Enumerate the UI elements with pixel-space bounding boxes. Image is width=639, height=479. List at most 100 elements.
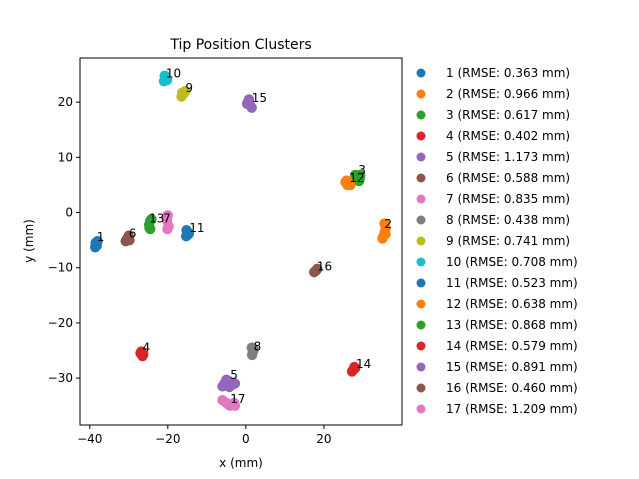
x-axis: −40 −20 0 20 xyxy=(77,425,332,446)
cluster-13 xyxy=(143,213,157,235)
cluster-8 xyxy=(246,342,259,361)
legend-item-11: 11 (RMSE: 0.523 mm) xyxy=(416,276,578,290)
legend-item-12: 12 (RMSE: 0.638 mm) xyxy=(416,297,578,311)
legend-label: 13 (RMSE: 0.868 mm) xyxy=(446,318,578,332)
x-tick-label: 20 xyxy=(316,432,331,446)
data-point xyxy=(349,361,360,373)
legend-marker xyxy=(416,257,426,267)
cluster-label-8: 8 xyxy=(254,339,262,353)
legend-label: 14 (RMSE: 0.579 mm) xyxy=(446,339,578,353)
cluster-3 xyxy=(349,169,366,187)
cluster-label-10: 10 xyxy=(166,66,181,80)
cluster-label-3: 3 xyxy=(358,163,366,177)
data-point xyxy=(91,239,102,250)
data-point xyxy=(144,222,155,234)
data-point xyxy=(162,223,173,235)
legend: 1 (RMSE: 0.363 mm) 2 (RMSE: 0.966 mm) 3 (R… xyxy=(416,66,578,416)
data-point xyxy=(355,169,366,181)
legend-label: 2 (RMSE: 0.966 mm) xyxy=(446,87,570,101)
legend-label: 6 (RMSE: 0.588 mm) xyxy=(446,171,570,185)
cluster-16 xyxy=(308,263,323,278)
data-point xyxy=(180,231,192,242)
legend-item-15: 15 (RMSE: 0.891 mm) xyxy=(416,360,578,374)
cluster-label-17: 17 xyxy=(230,392,245,406)
legend-item-17: 17 (RMSE: 1.209 mm) xyxy=(416,402,578,416)
data-point xyxy=(161,212,172,224)
data-point xyxy=(248,344,259,355)
cluster-5 xyxy=(217,374,241,393)
legend-label: 9 (RMSE: 0.741 mm) xyxy=(446,234,570,248)
y-tick-label: 0 xyxy=(65,206,73,220)
legend-marker xyxy=(416,299,426,309)
legend-marker xyxy=(416,68,426,78)
legend-item-8: 8 (RMSE: 0.438 mm) xyxy=(416,213,570,227)
chart-title: Tip Position Clusters xyxy=(169,37,311,53)
legend-label: 3 (RMSE: 0.617 mm) xyxy=(446,108,570,122)
cluster-label-14: 14 xyxy=(356,357,371,371)
data-point xyxy=(124,234,135,246)
cluster-11 xyxy=(180,224,195,242)
cluster-label-5: 5 xyxy=(230,368,238,382)
legend-label: 7 (RMSE: 0.835 mm) xyxy=(446,192,570,206)
legend-marker xyxy=(416,89,426,99)
data-point xyxy=(224,381,235,393)
y-tick-label: −10 xyxy=(48,261,73,275)
data-point xyxy=(380,228,391,240)
y-axis-title: y (mm) xyxy=(22,219,36,263)
cluster-label-4: 4 xyxy=(142,341,150,355)
data-point xyxy=(138,349,149,360)
legend-marker xyxy=(416,320,426,330)
legend-item-9: 9 (RMSE: 0.741 mm) xyxy=(416,234,570,248)
legend-label: 4 (RMSE: 0.402 mm) xyxy=(446,129,570,143)
cluster-label-1: 1 xyxy=(97,230,105,244)
cluster-label-11: 11 xyxy=(189,221,204,235)
legend-item-2: 2 (RMSE: 0.966 mm) xyxy=(416,87,570,101)
cluster-2 xyxy=(377,218,391,244)
legend-marker xyxy=(416,341,426,351)
cluster-label-13: 13 xyxy=(149,211,164,225)
data-point xyxy=(146,213,157,225)
legend-item-1: 1 (RMSE: 0.363 mm) xyxy=(416,66,570,80)
legend-marker xyxy=(416,110,426,120)
y-tick-label: −30 xyxy=(48,371,73,385)
x-tick-label: −20 xyxy=(155,432,180,446)
legend-item-13: 13 (RMSE: 0.868 mm) xyxy=(416,318,578,332)
cluster-15 xyxy=(241,94,257,113)
legend-item-7: 7 (RMSE: 0.835 mm) xyxy=(416,192,570,206)
y-tick-label: 20 xyxy=(58,95,73,109)
legend-marker xyxy=(416,362,426,372)
legend-label: 17 (RMSE: 1.209 mm) xyxy=(446,402,578,416)
data-point xyxy=(177,87,188,98)
legend-label: 8 (RMSE: 0.438 mm) xyxy=(446,213,570,227)
legend-item-16: 16 (RMSE: 0.460 mm) xyxy=(416,381,578,395)
legend-label: 15 (RMSE: 0.891 mm) xyxy=(446,360,578,374)
y-tick-label: 10 xyxy=(58,150,73,164)
cluster-label-9: 9 xyxy=(185,81,193,95)
legend-item-6: 6 (RMSE: 0.588 mm) xyxy=(416,171,570,185)
cluster-1 xyxy=(90,236,103,253)
legend-marker xyxy=(416,194,426,204)
legend-marker xyxy=(416,131,426,141)
cluster-17 xyxy=(217,394,241,411)
legend-item-3: 3 (RMSE: 0.617 mm) xyxy=(416,108,570,122)
cluster-label-6: 6 xyxy=(129,226,137,240)
legend-item-4: 4 (RMSE: 0.402 mm) xyxy=(416,129,570,143)
cluster-label-15: 15 xyxy=(252,91,267,105)
data-point xyxy=(341,175,352,186)
legend-label: 5 (RMSE: 1.173 mm) xyxy=(446,150,570,164)
cluster-10 xyxy=(158,70,173,87)
cluster-6 xyxy=(120,230,135,247)
cluster-9 xyxy=(176,85,191,102)
legend-marker xyxy=(416,278,426,288)
legend-marker xyxy=(416,215,426,225)
y-axis: −30 −20 −10 0 10 20 xyxy=(48,95,80,385)
cluster-12 xyxy=(340,175,356,191)
legend-marker xyxy=(416,383,426,393)
y-tick-label: −20 xyxy=(48,316,73,330)
data-point xyxy=(161,74,173,86)
legend-label: 11 (RMSE: 0.523 mm) xyxy=(446,276,578,290)
legend-marker xyxy=(416,173,426,183)
